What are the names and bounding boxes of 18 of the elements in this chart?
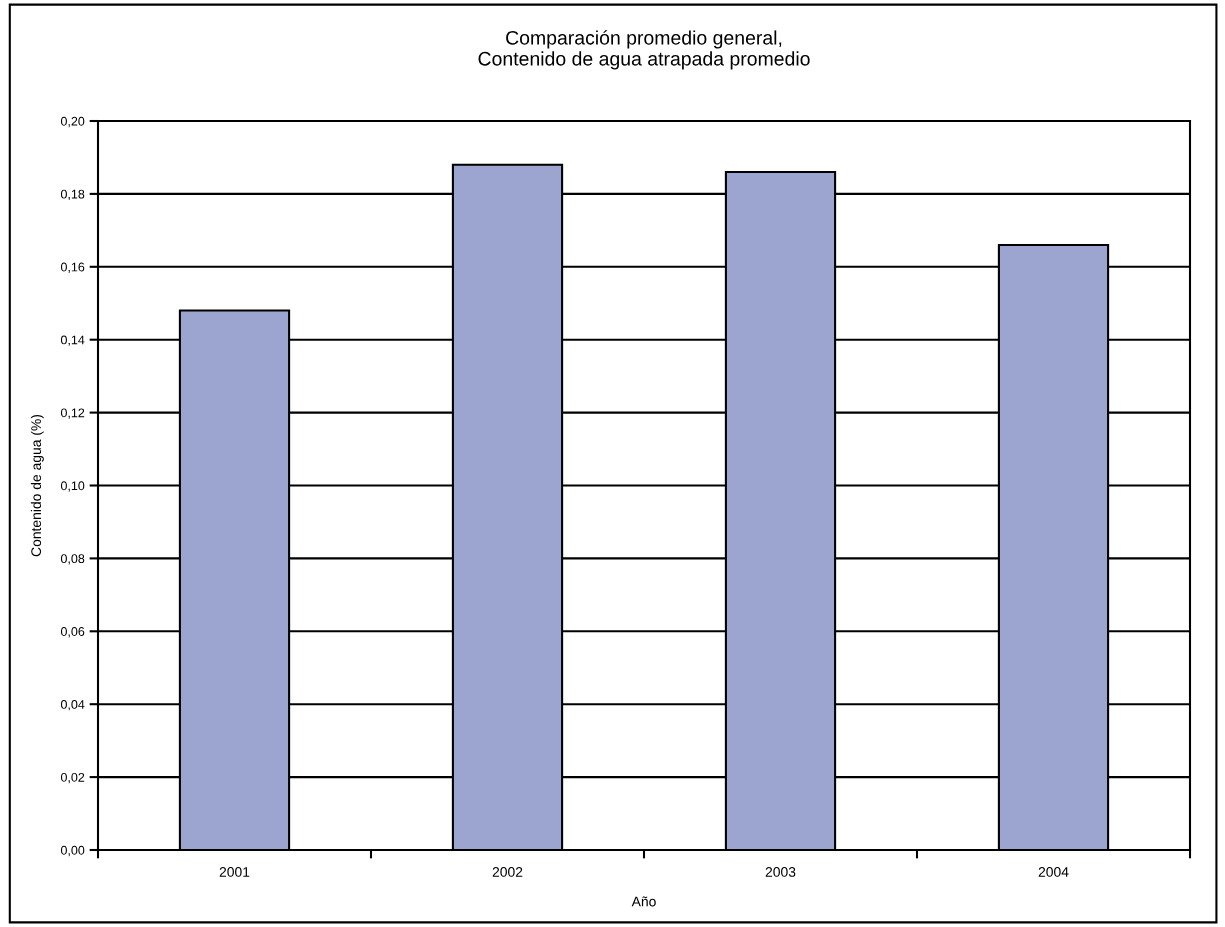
y-axis-title: Contenido de agua (%) (30, 414, 44, 557)
x-tick-label: 2004 (1038, 867, 1069, 877)
y-tick-label: 0,16 (60, 262, 85, 273)
y-tick-label: 0,02 (60, 772, 85, 784)
y-tick-label: 0,04 (60, 700, 85, 711)
y-tick-label: 0,20 (60, 116, 85, 128)
x-tick-label: 2002 (492, 867, 523, 877)
x-tick-label: 2001 (219, 867, 250, 877)
y-tick-label: 0,06 (60, 627, 85, 638)
x-axis-title: Año (631, 896, 656, 907)
chart-title: Comparación promedio general, Contenido de agua atrapada promedio (478, 30, 810, 70)
x-tick-label: 2003 (765, 867, 796, 877)
y-tick-label: 0,12 (60, 408, 85, 419)
y-tick-label: 0,00 (60, 845, 85, 857)
y-tick-label: 0,14 (60, 335, 85, 346)
y-tick-label: 0,10 (60, 481, 85, 492)
y-tick-label: 0,18 (60, 189, 85, 201)
y-tick-label: 0,08 (60, 554, 85, 565)
